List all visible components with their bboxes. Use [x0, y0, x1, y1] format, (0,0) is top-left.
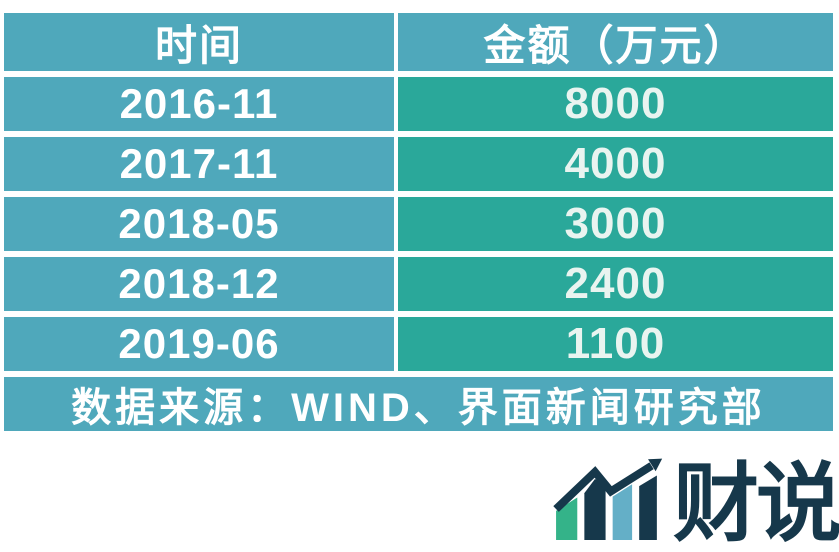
table-row: 2016-11 8000: [4, 77, 833, 131]
table-header-row: 时间 金额（万元）: [4, 13, 833, 71]
table-row: 2018-12 2400: [4, 257, 833, 311]
header-cell-amount: 金额（万元）: [398, 13, 833, 71]
cell-amount: 3000: [398, 197, 833, 251]
cell-amount: 2400: [398, 257, 833, 311]
cell-time: 2017-11: [4, 137, 394, 191]
table-row: 2018-05 3000: [4, 197, 833, 251]
cell-amount: 4000: [398, 137, 833, 191]
cell-time: 2016-11: [4, 77, 394, 131]
cell-time: 2019-06: [4, 317, 394, 371]
cell-amount: 8000: [398, 77, 833, 131]
table-row: 2017-11 4000: [4, 137, 833, 191]
caishuo-logo: 财说: [551, 455, 839, 552]
header-cell-time: 时间: [4, 13, 394, 71]
logo-wordmark: 财说: [673, 455, 839, 552]
cell-amount: 1100: [398, 317, 833, 371]
cell-time: 2018-12: [4, 257, 394, 311]
table-row: 2019-06 1100: [4, 317, 833, 371]
source-note: 数据来源：WIND、界面新闻研究部: [4, 377, 833, 431]
cell-time: 2018-05: [4, 197, 394, 251]
bar-chart-arrow-icon: [553, 458, 663, 540]
data-table: 时间 金额（万元） 2016-11 8000 2017-11 4000 2018…: [4, 13, 833, 431]
